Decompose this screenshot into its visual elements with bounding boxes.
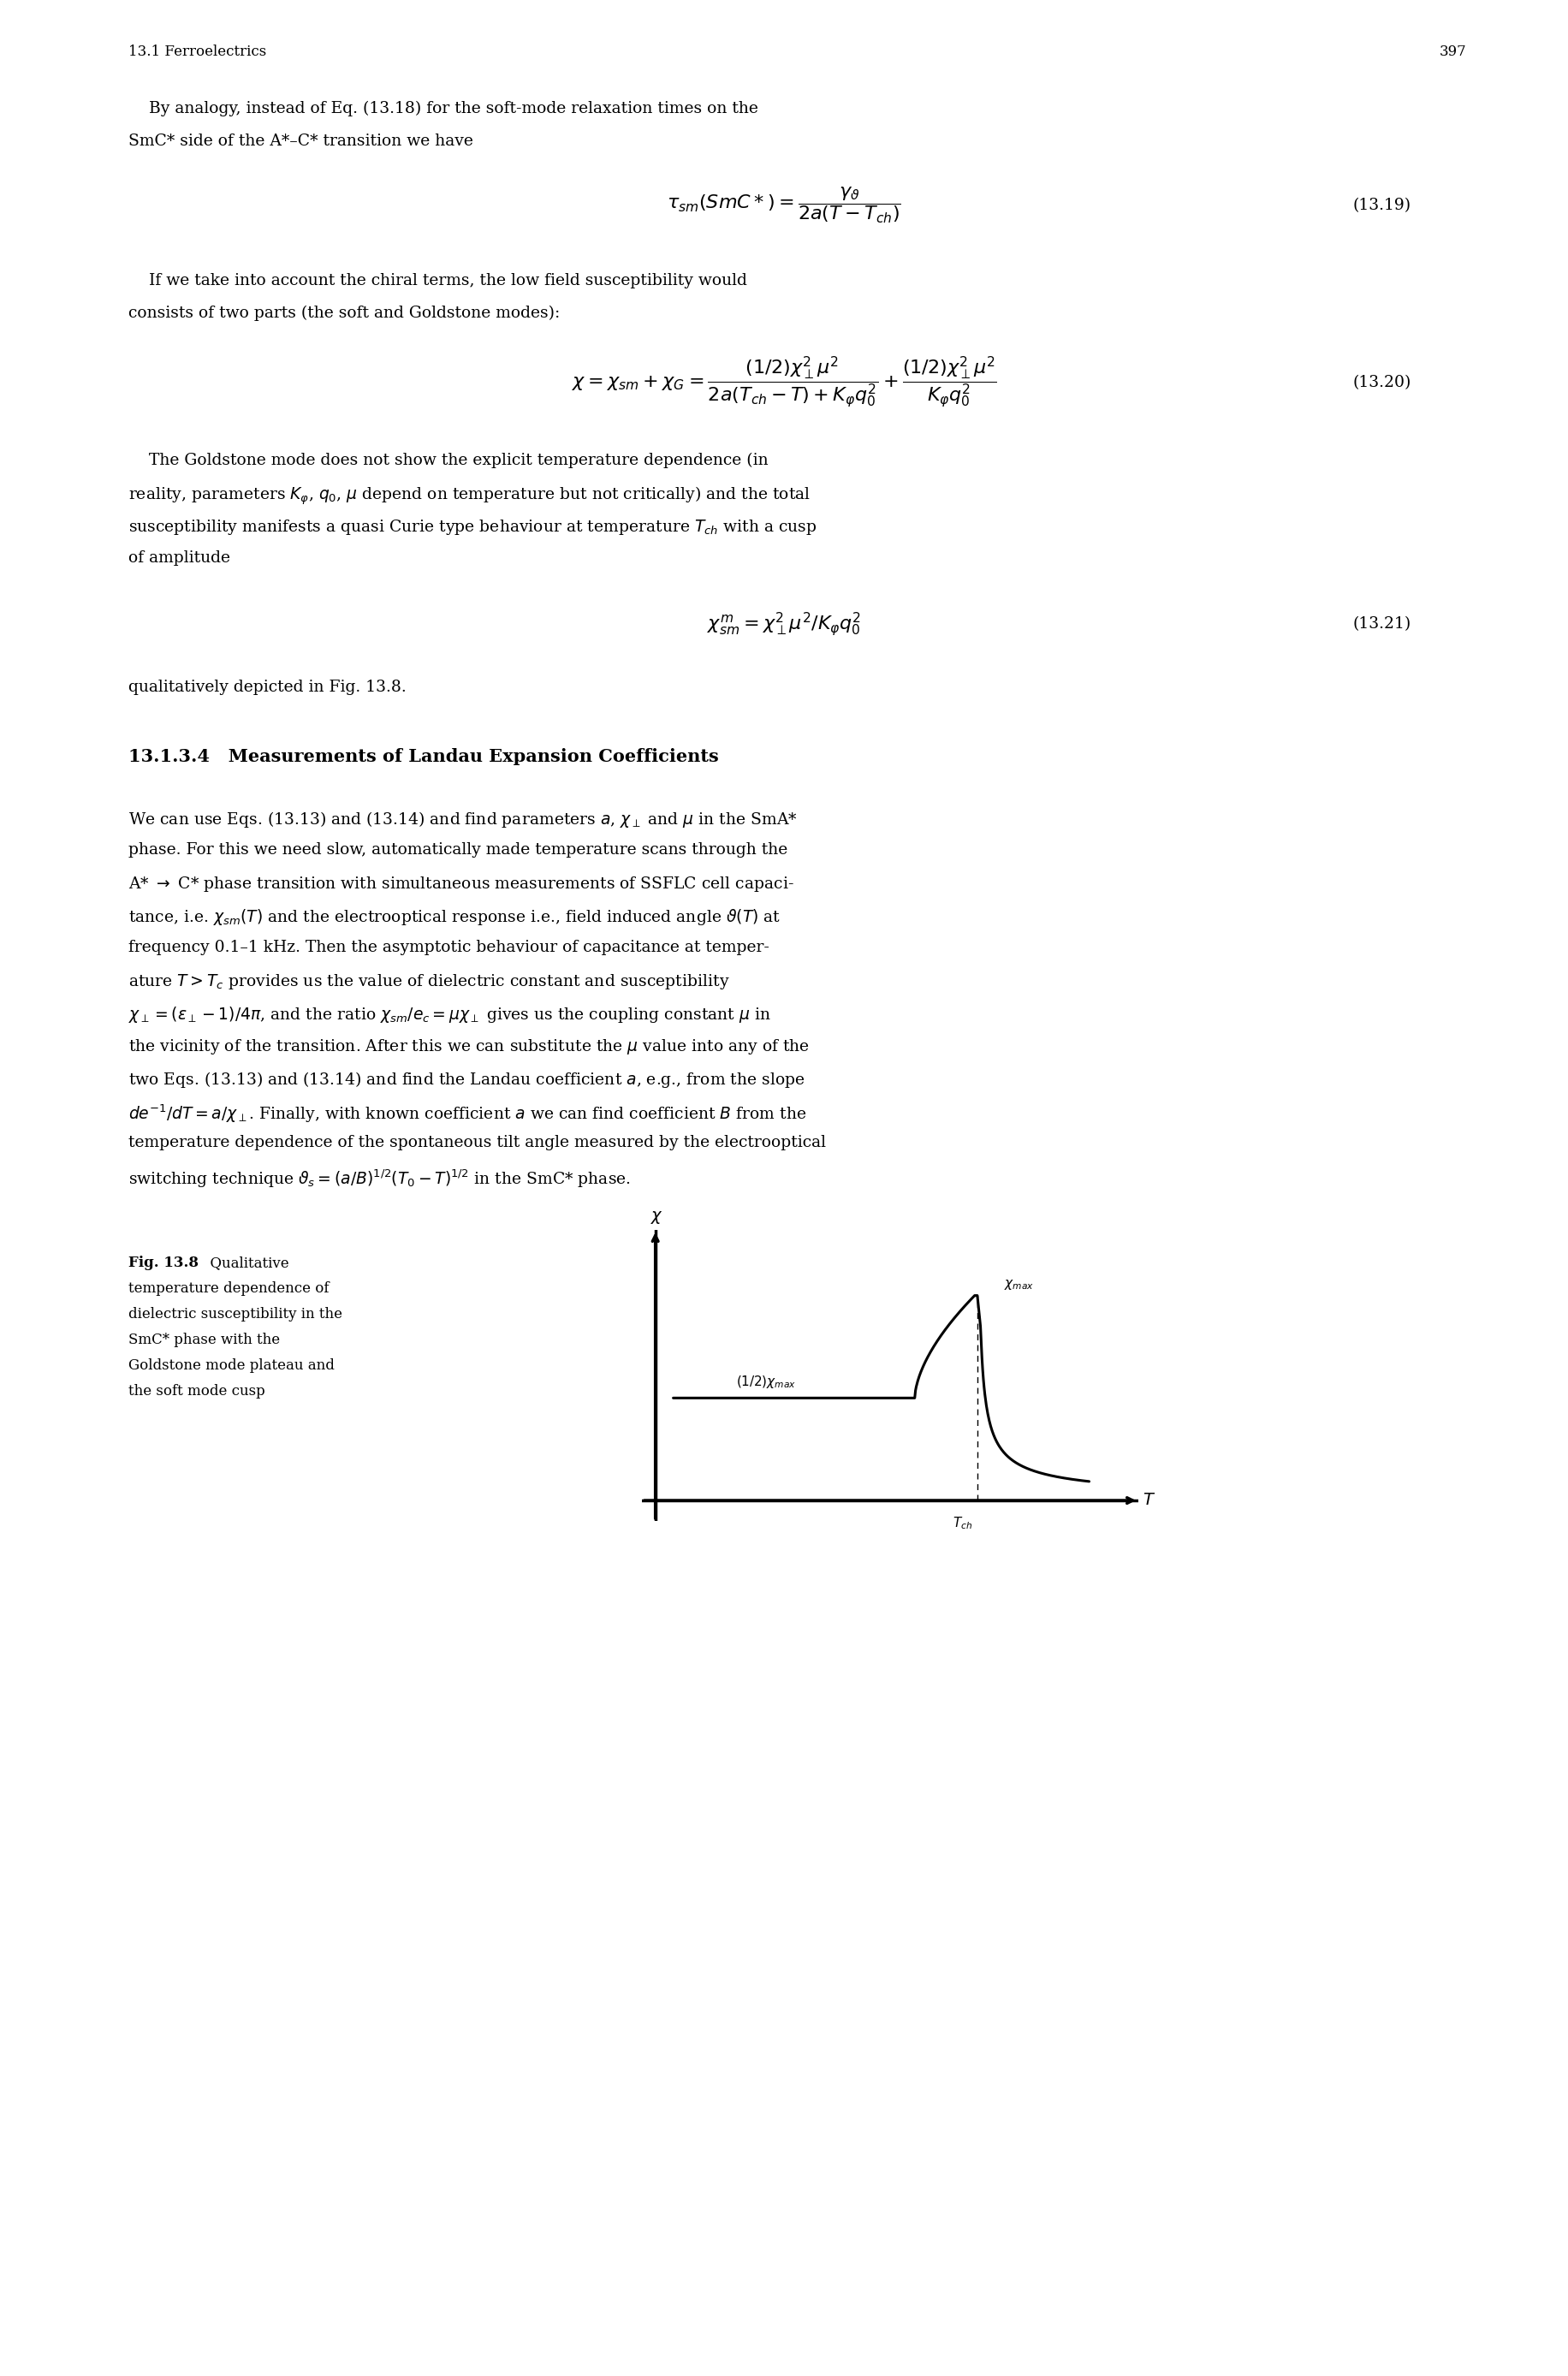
Text: $T_{ch}$: $T_{ch}$: [953, 1516, 972, 1530]
Text: reality, parameters $K_{\varphi}$, $q_0$, $\mu$ depend on temperature but not cr: reality, parameters $K_{\varphi}$, $q_0$…: [129, 485, 811, 506]
Text: $de^{-1}/dT = a/\chi_{\perp}$. Finally, with known coefficient $a$ we can find c: $de^{-1}/dT = a/\chi_{\perp}$. Finally, …: [129, 1102, 806, 1124]
Text: $(1/2)\chi_{max}$: $(1/2)\chi_{max}$: [735, 1373, 797, 1390]
Text: (13.20): (13.20): [1352, 375, 1411, 390]
Text: $\chi_{\perp} = (\varepsilon_{\perp} - 1)/4\pi$, and the ratio $\chi_{sm}/e_c = : $\chi_{\perp} = (\varepsilon_{\perp} - 1…: [129, 1005, 771, 1024]
Text: If we take into account the chiral terms, the low field susceptibility would: If we take into account the chiral terms…: [129, 273, 746, 287]
Text: We can use Eqs. (13.13) and (13.14) and find parameters $a$, $\chi_{\perp}$ and : We can use Eqs. (13.13) and (13.14) and …: [129, 810, 798, 829]
Text: two Eqs. (13.13) and (13.14) and find the Landau coefficient $a$, e.g., from the: two Eqs. (13.13) and (13.14) and find th…: [129, 1069, 804, 1091]
Text: phase. For this we need slow, automatically made temperature scans through the: phase. For this we need slow, automatica…: [129, 841, 787, 858]
Text: temperature dependence of the spontaneous tilt angle measured by the electroopti: temperature dependence of the spontaneou…: [129, 1136, 826, 1150]
Text: consists of two parts (the soft and Goldstone modes):: consists of two parts (the soft and Gold…: [129, 307, 560, 321]
Text: 13.1.3.4   Measurements of Landau Expansion Coefficients: 13.1.3.4 Measurements of Landau Expansio…: [129, 748, 718, 765]
Text: temperature dependence of: temperature dependence of: [129, 1281, 329, 1295]
Text: switching technique $\vartheta_s = (a/B)^{1/2}(T_0 - T)^{1/2}$ in the SmC* phase: switching technique $\vartheta_s = (a/B)…: [129, 1167, 630, 1190]
Text: Goldstone mode plateau and: Goldstone mode plateau and: [129, 1359, 334, 1373]
Text: qualitatively depicted in Fig. 13.8.: qualitatively depicted in Fig. 13.8.: [129, 680, 406, 696]
Text: $\chi_{max}$: $\chi_{max}$: [1004, 1278, 1035, 1293]
Text: SmC* side of the A*–C* transition we have: SmC* side of the A*–C* transition we hav…: [129, 133, 474, 150]
Text: A* $\rightarrow$ C* phase transition with simultaneous measurements of SSFLC cel: A* $\rightarrow$ C* phase transition wit…: [129, 874, 793, 893]
Text: susceptibility manifests a quasi Curie type behaviour at temperature $T_{ch}$ wi: susceptibility manifests a quasi Curie t…: [129, 518, 817, 537]
Text: $T$: $T$: [1143, 1492, 1156, 1509]
Text: $\chi$: $\chi$: [651, 1209, 663, 1226]
Text: the vicinity of the transition. After this we can substitute the $\mu$ value int: the vicinity of the transition. After th…: [129, 1038, 809, 1057]
Text: frequency 0.1–1 kHz. Then the asymptotic behaviour of capacitance at temper-: frequency 0.1–1 kHz. Then the asymptotic…: [129, 941, 770, 955]
Text: SmC* phase with the: SmC* phase with the: [129, 1333, 281, 1347]
Text: of amplitude: of amplitude: [129, 551, 230, 565]
Text: $\chi_{sm}^m = \chi_\perp^2\mu^2/K_\varphi q_0^2$: $\chi_{sm}^m = \chi_\perp^2\mu^2/K_\varp…: [707, 611, 861, 637]
Text: (13.19): (13.19): [1352, 197, 1411, 214]
Text: the soft mode cusp: the soft mode cusp: [129, 1383, 265, 1399]
Text: $\chi = \chi_{sm} + \chi_G = \dfrac{(1/2)\chi_\perp^2\mu^2}{2a(T_{ch}-T)+K_\varp: $\chi = \chi_{sm} + \chi_G = \dfrac{(1/2…: [571, 354, 997, 411]
Text: By analogy, instead of Eq. (13.18) for the soft-mode relaxation times on the: By analogy, instead of Eq. (13.18) for t…: [129, 102, 759, 116]
Text: ature $T > T_c$ provides us the value of dielectric constant and susceptibility: ature $T > T_c$ provides us the value of…: [129, 972, 729, 991]
Text: (13.21): (13.21): [1352, 615, 1411, 632]
Text: The Goldstone mode does not show the explicit temperature dependence (in: The Goldstone mode does not show the exp…: [129, 454, 768, 468]
Text: Fig. 13.8: Fig. 13.8: [129, 1255, 199, 1271]
Text: $\tau_{sm}(SmC*) = \dfrac{\gamma_\vartheta}{2a(T - T_{ch})}$: $\tau_{sm}(SmC*) = \dfrac{\gamma_\varthe…: [666, 185, 902, 226]
Text: 397: 397: [1439, 45, 1466, 59]
Text: Qualitative: Qualitative: [201, 1255, 289, 1271]
Text: dielectric susceptibility in the: dielectric susceptibility in the: [129, 1307, 342, 1321]
Text: 13.1 Ferroelectrics: 13.1 Ferroelectrics: [129, 45, 267, 59]
Text: tance, i.e. $\chi_{sm}(T)$ and the electrooptical response i.e., field induced a: tance, i.e. $\chi_{sm}(T)$ and the elect…: [129, 908, 781, 927]
